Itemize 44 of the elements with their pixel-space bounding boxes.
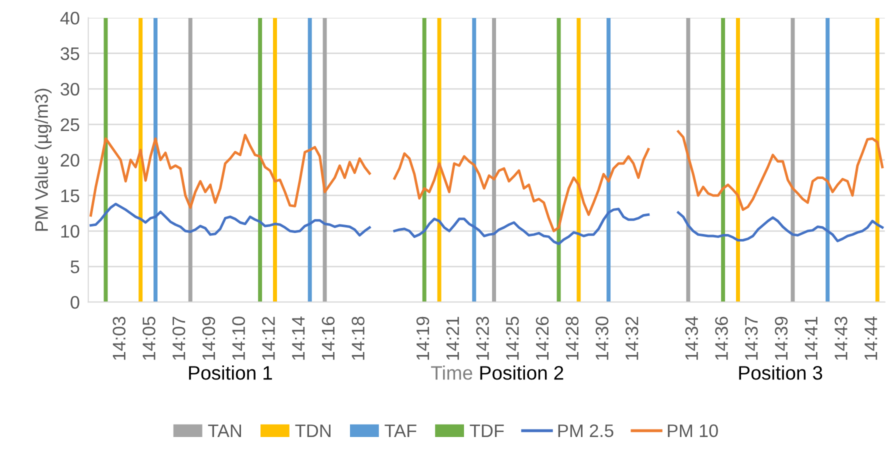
x-tick-label: 14:07	[172, 316, 186, 360]
y-tick-label: 15	[61, 190, 80, 202]
x-tick-label: 14:32	[626, 316, 638, 360]
y-tick-label: 10	[61, 224, 80, 238]
x-axis-title: Time	[431, 366, 472, 380]
text: Position 3	[739, 366, 822, 380]
x-tick-label: 14:16	[322, 316, 335, 360]
x-tick-label: 14:43	[834, 316, 848, 360]
legend-label: TDN	[295, 424, 330, 438]
x-tick-label: 14:26	[536, 316, 549, 360]
y-tick-label: 25	[60, 118, 80, 132]
x-tick-label: 14:39	[774, 316, 788, 360]
legend-label: TDF	[470, 424, 504, 438]
x-tick-label: 14:37	[744, 316, 758, 360]
x-tick-label: 14:28	[566, 316, 579, 360]
text: Position 1	[189, 366, 272, 380]
legend-label: PM 2.5	[558, 424, 614, 438]
x-tick-label: 14:36	[715, 316, 728, 360]
y-tick-label: 35	[60, 47, 80, 60]
x-tick-label: 14:03	[112, 316, 126, 360]
legend-label: PM 10	[668, 424, 718, 438]
legend-label: TAN	[208, 424, 241, 438]
x-tick-label: 14:05	[142, 316, 156, 360]
x-tick-label: 14:41	[804, 316, 818, 360]
text: Position 2	[480, 366, 564, 380]
x-tick-label: 14:14	[292, 316, 305, 360]
x-tick-label: 14:21	[446, 316, 459, 360]
x-tick-label: 14:19	[416, 316, 430, 360]
x-tick-label: 14:34	[685, 316, 698, 360]
x-tick-label: 14:10	[232, 316, 245, 360]
x-tick-label: 14:12	[262, 316, 275, 360]
y-tick-label: 40	[60, 12, 80, 25]
legend-label: TAF	[384, 424, 416, 438]
y-tick-label: 30	[60, 82, 80, 96]
y-tick-label: 20	[60, 154, 80, 167]
x-tick-label: 14:25	[506, 316, 519, 360]
y-tick-label: 5	[70, 260, 80, 274]
x-tick-label: 14:18	[352, 316, 364, 360]
y-tick-label: 0	[70, 296, 80, 309]
x-tick-label: 14:23	[476, 316, 489, 360]
x-tick-label: 14:09	[202, 316, 216, 360]
y-axis-title: PM Value (µg/m3)	[34, 88, 52, 231]
x-tick-label: 14:30	[596, 316, 608, 360]
x-tick-label: 14:44	[864, 316, 878, 360]
